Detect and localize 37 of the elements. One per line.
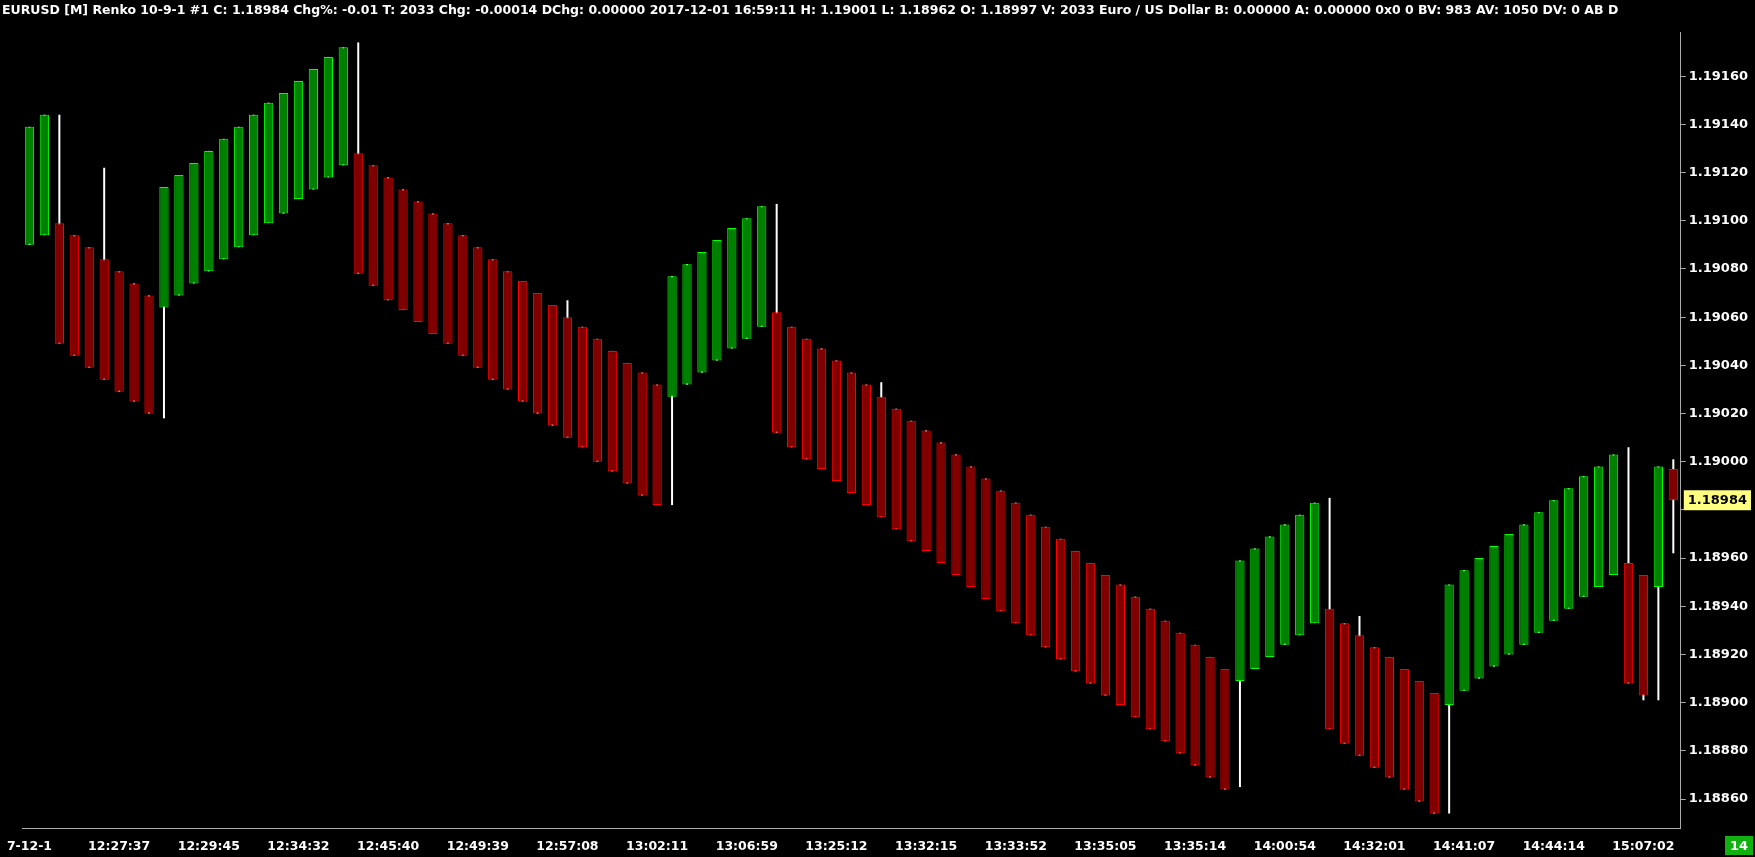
x-tick-label: 14:00:54	[1253, 837, 1317, 853]
x-tick-label: 12:45:40	[357, 837, 420, 853]
y-tick-label: 1.18880	[1688, 742, 1749, 758]
y-tick-label: 1.19060	[1688, 308, 1749, 324]
text: 14	[1724, 836, 1753, 855]
x-tick-label: 12:34:32	[267, 837, 330, 853]
x-tick-label: 13:35:14	[1164, 837, 1227, 853]
y-tick-label: 1.19040	[1688, 356, 1749, 372]
x-tick-label: 13:35:05	[1074, 837, 1137, 853]
x-tick-label: 13:02:11	[626, 837, 689, 853]
x-tick-label: 13:33:52	[984, 837, 1047, 853]
y-tick-label: 1.19100	[1688, 212, 1749, 228]
x-tick-label: 12:49:39	[446, 837, 509, 853]
y-tick-label: 1.18940	[1688, 597, 1749, 613]
x-tick-label: 12:29:45	[177, 837, 240, 853]
y-tick-label: 1.19080	[1688, 260, 1749, 276]
x-tick-label: 14:32:01	[1343, 837, 1406, 853]
x-tick-label: 13:06:59	[715, 837, 778, 853]
y-tick-label: 1.19120	[1688, 163, 1749, 179]
x-tick-label: 14:41:07	[1433, 837, 1496, 853]
y-tick-label: 1.18920	[1688, 645, 1749, 661]
y-tick-label: 1.19160	[1688, 67, 1749, 83]
x-tick-label: 12:57:08	[536, 837, 599, 853]
text: 1.18984	[1687, 491, 1748, 507]
y-tick-label: 1.19020	[1688, 404, 1749, 420]
x-tick-label: 12:27:37	[88, 837, 151, 853]
y-tick-label: 1.18900	[1688, 694, 1749, 710]
y-tick-label: 1.18960	[1688, 549, 1749, 565]
y-tick-label: 1.19000	[1688, 453, 1749, 469]
x-tick-label: 7-12-1	[6, 837, 53, 853]
x-tick-label: 13:32:15	[895, 837, 958, 853]
y-tick-label: 1.18860	[1688, 790, 1749, 806]
x-tick-label: 13:25:12	[805, 837, 868, 853]
x-tick-label: 14:44:14	[1522, 837, 1586, 853]
chart-title: EURUSD [M] Renko 10-9-1 #1 C: 1.18984 Chg%: -0.01 T: 2033 Chg: -0.00014 DChg: 0.00000 2017-12-01 16:59:11 H: 1.19001 L: 1.18962 O: 1.18997 V: 2033 Euro / US Dollar B: 0.00000 A: 0.00000 0x0 0 BV: 983 AV: 1050 DV: 0 AB D	[2, 2, 1619, 17]
y-tick-label: 1.19140	[1688, 115, 1749, 131]
x-tick-label: 15:07:02	[1612, 837, 1675, 853]
